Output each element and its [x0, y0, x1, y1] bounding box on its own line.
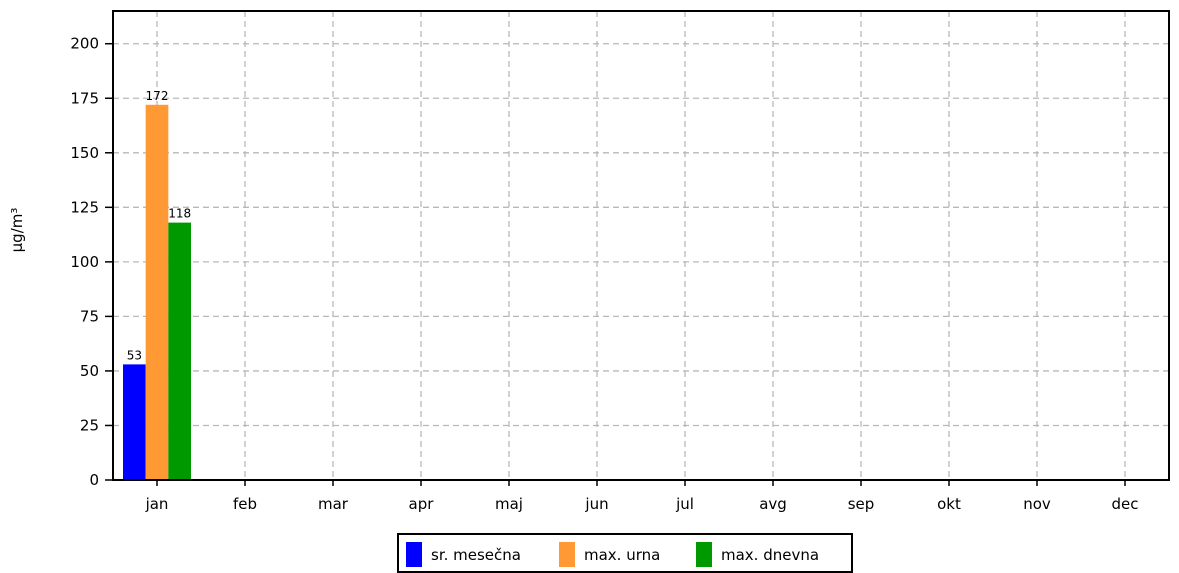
y-tick-label: 175 [70, 89, 99, 107]
x-tick-label: jun [584, 495, 608, 513]
x-tick-label: apr [409, 495, 435, 513]
y-tick-label: 75 [80, 307, 99, 325]
x-axis-ticks: jan feb mar apr maj jun jul avg sep okt nov dec [145, 480, 1139, 513]
data-labels: 53 172 118 [127, 89, 191, 363]
y-tick-label: 50 [80, 362, 99, 380]
grid-lines [113, 11, 1169, 480]
bar [168, 222, 191, 481]
legend-frame [397, 533, 853, 573]
x-tick-label: dec [1112, 495, 1139, 513]
legend: sr. mesečna max. urna max. dnevna [397, 533, 853, 573]
y-tick-label: 200 [70, 35, 99, 53]
x-tick-label: nov [1023, 495, 1051, 513]
x-tick-label: feb [233, 495, 257, 513]
bar-value-label: 53 [127, 348, 142, 362]
legend-label: max. dnevna [721, 546, 819, 564]
bar-value-label: 118 [168, 207, 191, 221]
bar [145, 104, 169, 481]
y-tick-label: 125 [70, 198, 99, 216]
x-tick-label: avg [759, 495, 787, 513]
x-tick-label: jul [675, 495, 694, 513]
x-tick-label: mar [318, 495, 349, 513]
legend-swatch [406, 542, 422, 567]
y-tick-label: 0 [89, 471, 99, 489]
y-axis-title: µg/m³ [8, 208, 26, 253]
x-tick-label: okt [937, 495, 961, 513]
y-axis-ticks: 0 25 50 75 100 125 150 175 200 [70, 35, 113, 489]
legend-label: sr. mesečna [431, 546, 521, 564]
legend-swatch [696, 542, 712, 567]
plot-area-frame [112, 10, 1170, 481]
bar [123, 364, 146, 480]
y-tick-label: 25 [80, 416, 99, 434]
x-tick-label: jan [145, 495, 169, 513]
bars [123, 104, 191, 481]
bar-value-label: 172 [146, 89, 169, 103]
x-tick-label: maj [495, 495, 523, 513]
x-tick-label: sep [848, 495, 875, 513]
legend-label: max. urna [584, 546, 660, 564]
y-tick-label: 100 [70, 253, 99, 271]
y-tick-label: 150 [70, 144, 99, 162]
legend-swatch [559, 542, 575, 567]
